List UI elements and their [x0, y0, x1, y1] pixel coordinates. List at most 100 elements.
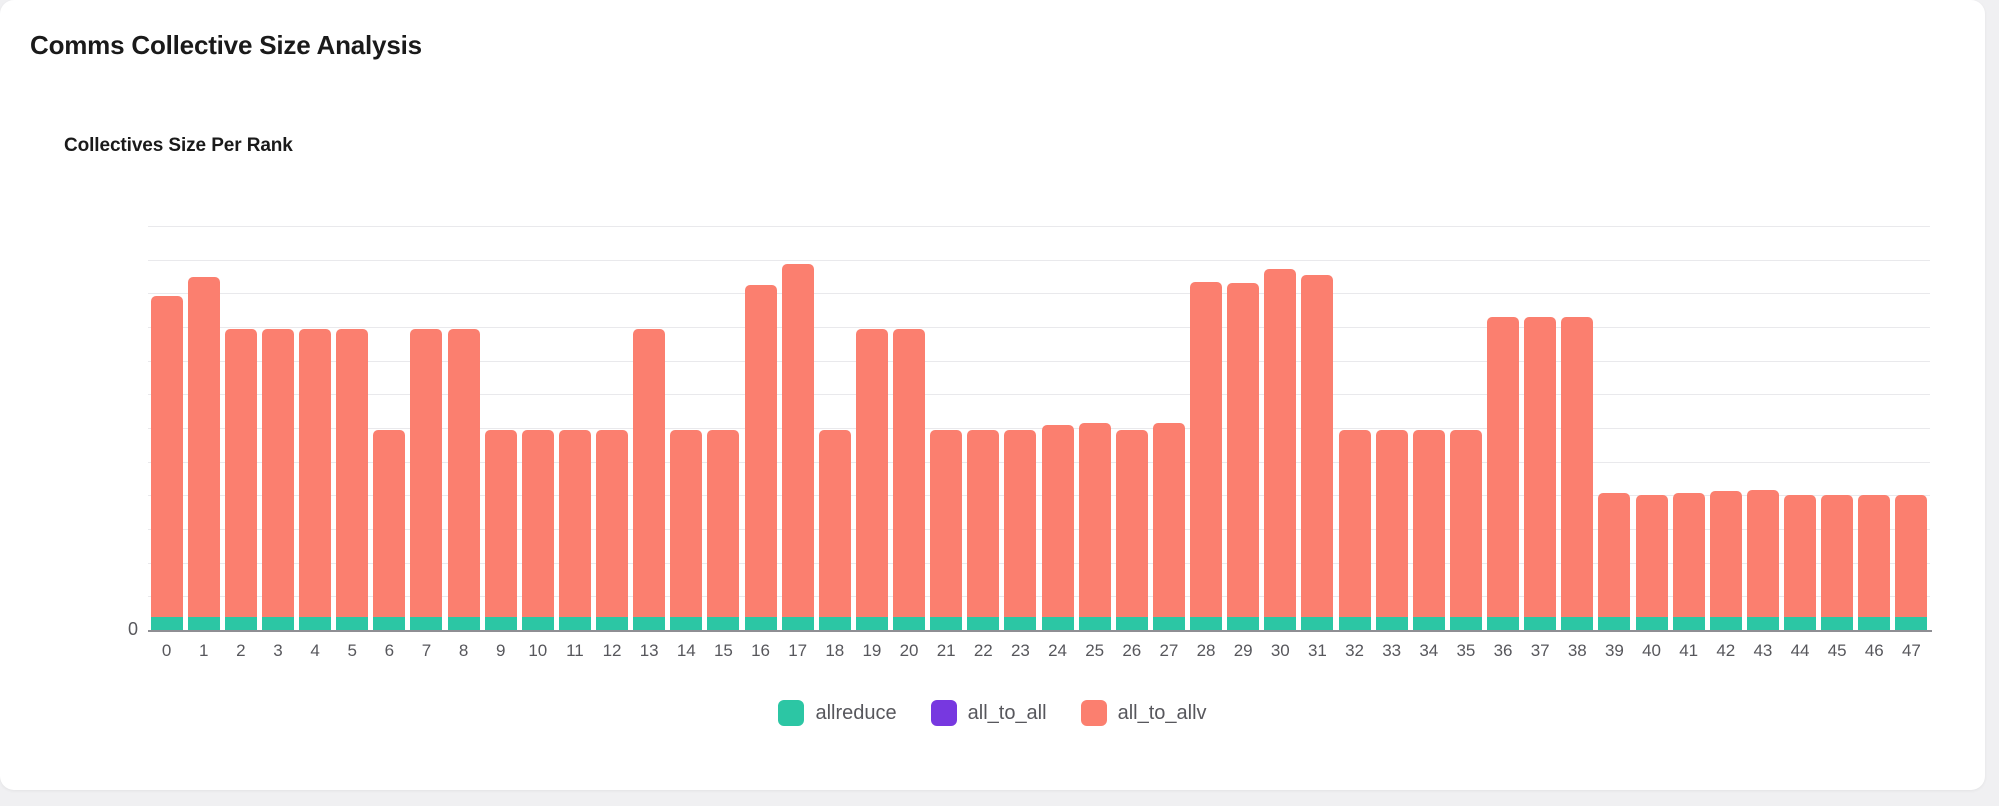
- bar-segment-allreduce: [893, 617, 926, 630]
- bar-segment-all_to_allv: [1635, 495, 1668, 617]
- bar-column[interactable]: [1821, 495, 1854, 630]
- bar-segment-all_to_allv: [1598, 493, 1631, 617]
- legend-item-all_to_all[interactable]: all_to_all: [930, 700, 1047, 726]
- bar-segment-allreduce: [1672, 617, 1705, 630]
- bar-segment-all_to_allv: [633, 329, 666, 617]
- x-tick-label: 7: [421, 641, 432, 660]
- bar-segment-all_to_allv: [1078, 423, 1111, 617]
- bar-column[interactable]: [893, 329, 926, 630]
- bar-segment-allreduce: [1375, 617, 1408, 630]
- x-axis-line: [148, 630, 1932, 632]
- bar-segment-allreduce: [187, 617, 220, 630]
- bar-column[interactable]: [410, 329, 443, 630]
- bar-column[interactable]: [1264, 269, 1297, 630]
- bar-column[interactable]: [818, 430, 851, 630]
- bar-column[interactable]: [1449, 430, 1482, 630]
- bar-segment-all_to_allv: [781, 264, 814, 617]
- bar-column[interactable]: [1561, 317, 1594, 630]
- bar-column[interactable]: [1375, 430, 1408, 630]
- x-tick-label: 41: [1679, 641, 1699, 660]
- bar-segment-allreduce: [818, 617, 851, 630]
- legend-label: all_to_all: [967, 701, 1047, 724]
- bar-segment-allreduce: [1746, 617, 1779, 630]
- bar-segment-allreduce: [447, 617, 480, 630]
- bar-column[interactable]: [1004, 430, 1037, 630]
- bar-segment-allreduce: [1152, 617, 1185, 630]
- x-tick-label: 29: [1233, 641, 1253, 660]
- bar-column[interactable]: [558, 430, 591, 630]
- bar-segment-allreduce: [1301, 617, 1334, 630]
- bar-column[interactable]: [224, 329, 257, 630]
- x-tick-label: 37: [1530, 641, 1550, 660]
- bar-column[interactable]: [1301, 275, 1334, 630]
- bar-column[interactable]: [1078, 423, 1111, 630]
- bar-column[interactable]: [670, 430, 703, 630]
- x-tick-label: 38: [1567, 641, 1587, 660]
- x-tick-label: 14: [676, 641, 696, 660]
- x-tick-label: 11: [566, 641, 584, 660]
- bar-segment-allreduce: [1004, 617, 1037, 630]
- bar-column[interactable]: [744, 285, 777, 630]
- chart-legend: allreduce all_to_all all_to_allv: [0, 700, 1985, 726]
- bar-column[interactable]: [1635, 495, 1668, 630]
- bar-column[interactable]: [484, 430, 517, 630]
- bar-column[interactable]: [1784, 495, 1817, 630]
- bar-column[interactable]: [930, 430, 963, 630]
- bar-column[interactable]: [1115, 430, 1148, 630]
- bar-segment-all_to_allv: [1041, 425, 1074, 617]
- bar-column[interactable]: [447, 329, 480, 630]
- bar-column[interactable]: [1041, 425, 1074, 630]
- bar-column[interactable]: [707, 430, 740, 630]
- bar-segment-all_to_allv: [299, 329, 332, 617]
- bar-column[interactable]: [1338, 430, 1371, 630]
- x-tick-label: 26: [1122, 641, 1142, 660]
- bar-column[interactable]: [299, 329, 332, 630]
- bar-column[interactable]: [596, 430, 629, 630]
- bar-segment-allreduce: [1635, 617, 1668, 630]
- x-tick-label: 19: [862, 641, 882, 660]
- bar-column[interactable]: [373, 430, 406, 630]
- bar-segment-allreduce: [150, 617, 183, 630]
- x-tick-label: 20: [899, 641, 919, 660]
- bar-column[interactable]: [261, 329, 294, 630]
- bar-column[interactable]: [1709, 491, 1742, 630]
- bar-segment-all_to_allv: [1561, 317, 1594, 617]
- bar-segment-all_to_allv: [930, 430, 963, 617]
- x-tick-label: 17: [788, 641, 808, 660]
- bar-column[interactable]: [1858, 495, 1891, 630]
- bar-column[interactable]: [1672, 493, 1705, 630]
- x-tick-label: 45: [1827, 641, 1847, 660]
- bar-segment-all_to_allv: [484, 430, 517, 617]
- bar-segment-allreduce: [1858, 617, 1891, 630]
- x-tick-label: 39: [1604, 641, 1624, 660]
- bar-column[interactable]: [855, 329, 888, 630]
- bar-column[interactable]: [1152, 423, 1185, 630]
- bar-column[interactable]: [521, 430, 554, 630]
- bar-column[interactable]: [1895, 495, 1928, 630]
- bar-column[interactable]: [187, 277, 220, 630]
- bar-segment-allreduce: [1598, 617, 1631, 630]
- bar-column[interactable]: [633, 329, 666, 630]
- bar-column[interactable]: [967, 430, 1000, 630]
- bar-column[interactable]: [1227, 283, 1260, 630]
- bar-column[interactable]: [336, 329, 369, 630]
- x-tick-label: 40: [1642, 641, 1662, 660]
- bar-segment-all_to_allv: [1412, 430, 1445, 617]
- legend-item-allreduce[interactable]: allreduce: [778, 700, 897, 726]
- bar-column[interactable]: [781, 264, 814, 630]
- bar-column[interactable]: [1524, 317, 1557, 630]
- bar-segment-all_to_allv: [224, 329, 257, 617]
- legend-item-all_to_allv[interactable]: all_to_allv: [1080, 700, 1207, 726]
- x-tick-label: 4: [310, 641, 320, 660]
- bar-column[interactable]: [150, 296, 183, 630]
- bar-segment-allreduce: [596, 617, 629, 630]
- bar-column[interactable]: [1746, 490, 1779, 630]
- bar-segment-all_to_allv: [1821, 495, 1854, 617]
- gridline: [148, 327, 1930, 328]
- bar-column[interactable]: [1412, 430, 1445, 630]
- bar-column[interactable]: [1190, 282, 1223, 630]
- bar-column[interactable]: [1598, 493, 1631, 630]
- bar-segment-allreduce: [299, 617, 332, 630]
- x-tick-label: 21: [936, 641, 956, 660]
- bar-column[interactable]: [1487, 317, 1520, 630]
